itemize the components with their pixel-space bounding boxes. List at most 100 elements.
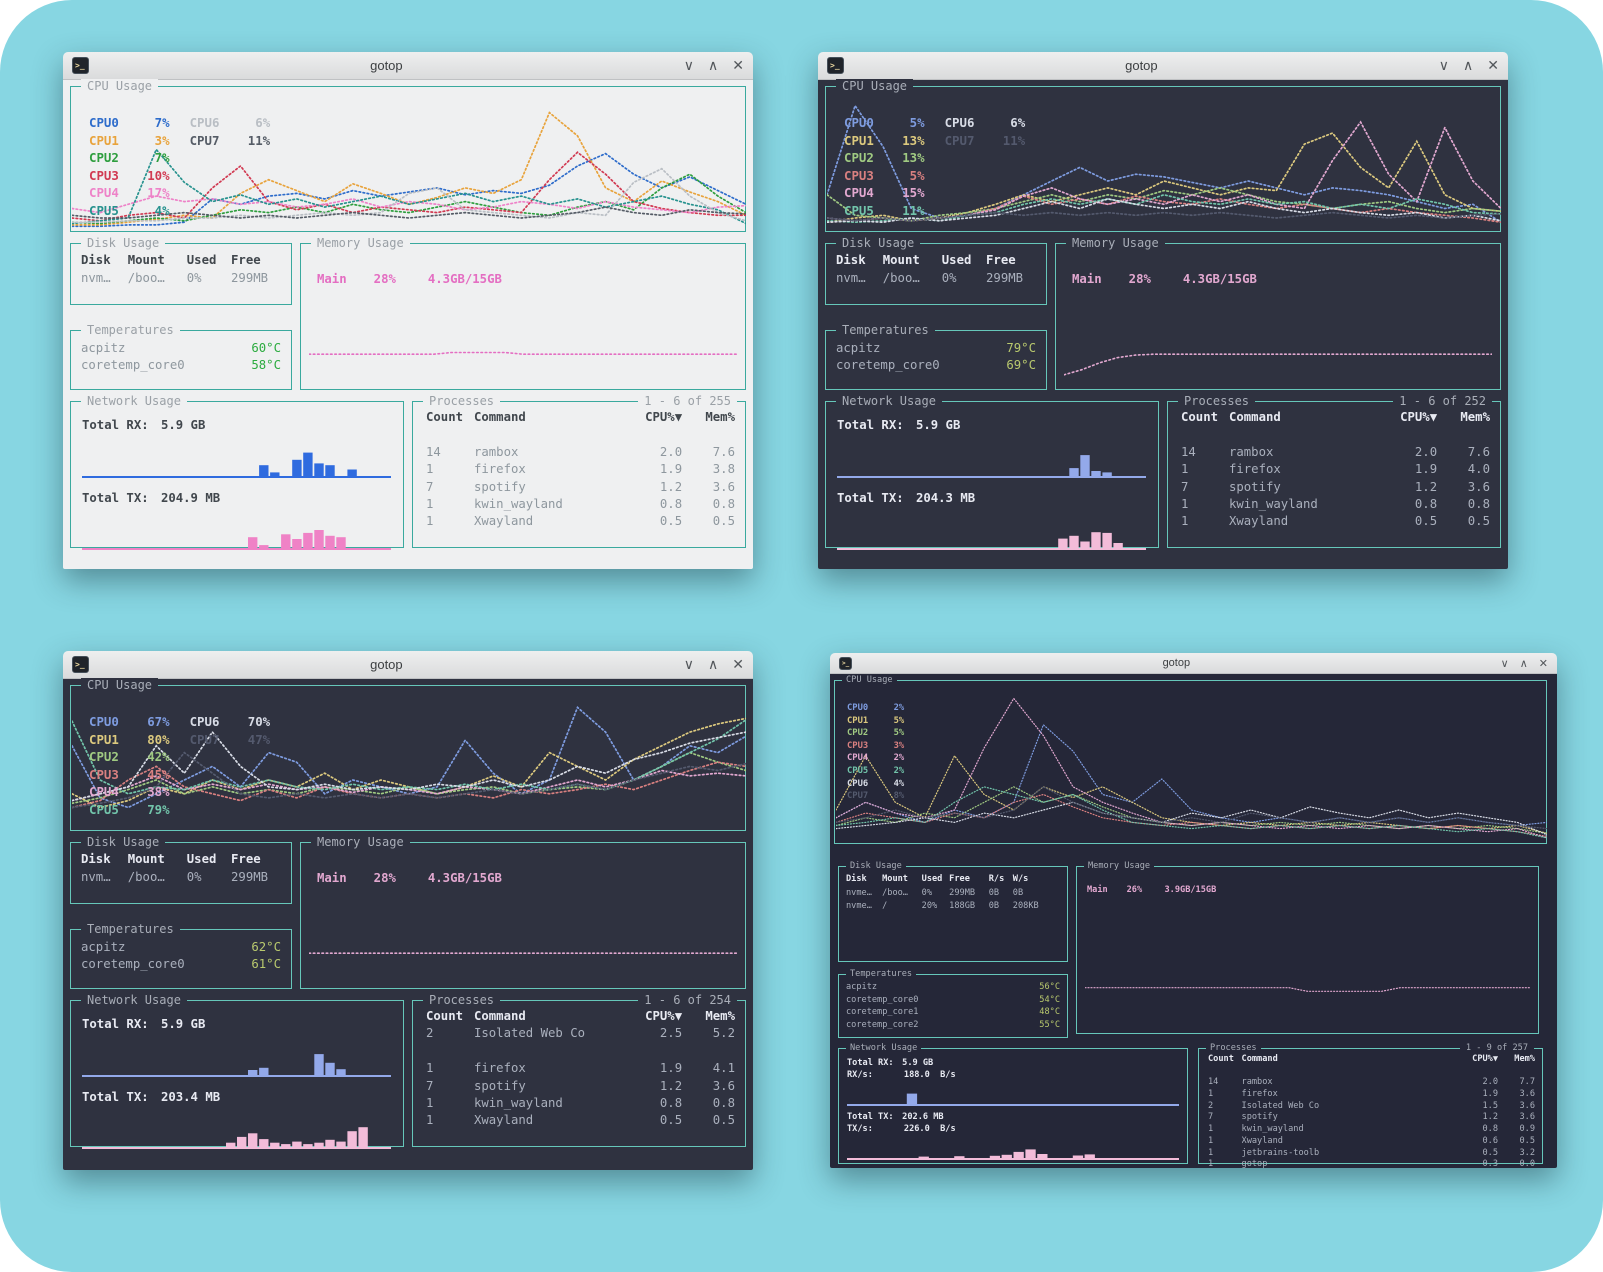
process-row[interactable]: 1 firefox 1.9 4.1 — [426, 1060, 735, 1077]
process-row[interactable]: 1 Xwayland 0.5 0.5 — [426, 1112, 735, 1129]
temperature-row: coretemp_core0 54°C — [846, 994, 1060, 1007]
disk-header-cell: Free — [231, 852, 261, 866]
cpu-legend-item: CPU3 3% — [847, 741, 904, 754]
network-rx-label: Total RX: — [837, 418, 904, 432]
titlebar[interactable]: >_ gotop ∨ ∧ ✕ — [818, 52, 1508, 80]
process-row[interactable]: 1 Xwayland 0.5 0.5 — [426, 513, 735, 530]
count-header: Count — [1208, 1054, 1234, 1064]
process-row[interactable]: 1 firefox 1.9 3.8 — [426, 461, 735, 478]
process-mem: 3.6 — [712, 479, 735, 494]
minimize-button[interactable]: ∨ — [683, 57, 695, 74]
network-tx-value: 204.9 MB — [160, 490, 221, 505]
process-row[interactable]: 1 Xwayland 0.5 0.5 — [1181, 513, 1490, 530]
process-row[interactable]: 1 kwin_wayland 0.8 0.9 — [1208, 1124, 1535, 1136]
cpu-name: CPU1 — [89, 731, 119, 747]
maximize-button[interactable]: ∧ — [708, 57, 719, 74]
titlebar[interactable]: >_ gotop ∨ ∧ ✕ — [830, 653, 1557, 674]
close-button[interactable]: ✕ — [1487, 57, 1499, 74]
minimize-button[interactable]: ∨ — [1438, 57, 1450, 74]
titlebar[interactable]: >_ gotop ∨ ∧ ✕ — [63, 651, 753, 679]
cpu-value: 3% — [154, 132, 170, 148]
process-row[interactable]: 2 Isolated Web Co 2.5 5.2 — [426, 1025, 735, 1042]
memory-detail: 4.3GB/15GB — [1182, 272, 1257, 286]
cpu-panel-title: CPU Usage — [81, 79, 159, 93]
cpu-legend-item: CPU4 38% — [89, 784, 170, 802]
process-row[interactable]: 7 spotify 1.2 3.6 — [426, 1078, 735, 1095]
minimize-button[interactable]: ∨ — [683, 656, 695, 673]
window-controls: ∨ ∧ ✕ — [684, 658, 744, 672]
cpu-legend-item: CPU6 4% — [847, 779, 904, 792]
maximize-button[interactable]: ∧ — [1463, 57, 1474, 74]
memory-main-row: Main 26% 3.9GB/15GB — [1087, 885, 1216, 895]
disk-cell: 0% — [921, 887, 933, 898]
disk-usage-panel: Disk Usage Disk Mount Used Free R/s W/s nvme… /… — [838, 861, 1068, 962]
cpu-value: 2% — [893, 703, 905, 713]
cpu-value: 10% — [147, 167, 170, 183]
cpu-legend-item: CPU5 2% — [847, 766, 904, 779]
process-row[interactable]: 1 firefox 1.9 4.0 — [1181, 461, 1490, 478]
process-row[interactable] — [426, 426, 735, 443]
process-row[interactable]: 7 spotify 1.2 3.6 — [426, 479, 735, 496]
process-row[interactable]: 1 kwin_wayland 0.8 0.8 — [426, 1095, 735, 1112]
cpu-name: CPU5 — [844, 202, 874, 218]
process-row[interactable] — [426, 1043, 735, 1060]
network-rx-rate: RX/s: 188.0 B/s — [847, 1069, 956, 1080]
process-row[interactable]: 14 rambox 2.0 7.7 — [1208, 1077, 1535, 1089]
cpu-usage-graph — [72, 705, 746, 809]
process-row[interactable]: 1 jetbrains-toolb 0.5 3.2 — [1208, 1148, 1535, 1160]
process-row[interactable]: 14 rambox 2.0 7.6 — [426, 444, 735, 461]
cpu-legend-item: CPU1 13% — [844, 133, 925, 151]
network-tx-total: Total TX: 203.4 MB — [82, 1089, 391, 1106]
process-command: Isolated Web Co — [1241, 1100, 1320, 1111]
close-button[interactable]: ✕ — [732, 57, 744, 74]
sensor-value: 54°C — [1039, 994, 1060, 1005]
process-cpu: 1.2 — [1482, 1112, 1499, 1123]
process-command: kwin_wayland — [1228, 496, 1318, 511]
process-row[interactable]: 1 kwin_wayland 0.8 0.8 — [426, 496, 735, 513]
process-row[interactable]: 1 Xwayland 0.6 0.5 — [1208, 1136, 1535, 1148]
cpu-header: CPU%▼ — [645, 1009, 683, 1023]
process-mem: 0.9 — [1519, 1124, 1535, 1135]
maximize-button[interactable]: ∧ — [1519, 656, 1528, 670]
sensor-value: 60°C — [251, 341, 281, 355]
close-button[interactable]: ✕ — [1538, 656, 1548, 670]
cpu-legend: CPU0 67% CPU1 80% CPU2 42% CPU3 45% CPU4 38% CPU5 7… — [89, 714, 270, 820]
close-button[interactable]: ✕ — [732, 656, 744, 673]
process-row[interactable]: 1 kwin_wayland 0.8 0.8 — [1181, 496, 1490, 513]
process-row[interactable]: 1 firefox 1.9 3.6 — [1208, 1089, 1535, 1101]
cpu-usage-panel: CPU Usage CPU0 7% CPU1 3% CPU2 7% CPU3 10% CPU4 1… — [70, 79, 746, 232]
process-header-row: Count Command CPU%▼ Mem% — [1181, 409, 1490, 426]
process-count: 1 — [426, 1095, 434, 1110]
process-row[interactable] — [1208, 1066, 1535, 1078]
process-row[interactable]: 7 spotify 1.2 3.6 — [1181, 479, 1490, 496]
gotop-window: >_ gotop ∨ ∧ ✕ CPU Usage CPU0 7% CPU1 3% CPU… — [63, 52, 753, 569]
network-rx-label: Total RX: — [82, 418, 149, 432]
process-count: 1 — [1208, 1147, 1214, 1158]
cpu-name: CPU3 — [89, 766, 119, 782]
process-command: spotify — [1241, 1112, 1278, 1123]
command-header: Command — [1241, 1054, 1278, 1064]
cpu-panel-title: CPU Usage — [842, 675, 897, 685]
maximize-button[interactable]: ∧ — [708, 656, 719, 673]
network-rx-total: Total RX: 5.9 GB — [837, 417, 1146, 434]
cpu-value: 5% — [909, 167, 925, 183]
process-row[interactable]: 1 gotop 0.3 0.0 — [1208, 1159, 1535, 1171]
network-rx-value: 5.9 GB — [160, 1017, 206, 1031]
process-row[interactable]: 7 spotify 1.2 3.6 — [1208, 1112, 1535, 1124]
sensor-value: 55°C — [1039, 1019, 1060, 1030]
process-row[interactable] — [1181, 426, 1490, 443]
process-row[interactable]: 14 rambox 2.0 7.6 — [1181, 444, 1490, 461]
network-rx-total: Total RX: 5.9 GB — [82, 417, 391, 434]
processes-range: 1 - 6 of 254 — [638, 993, 737, 1007]
process-mem: 3.6 — [1519, 1112, 1535, 1123]
process-row[interactable]: 2 Isolated Web Co 1.5 3.6 — [1208, 1101, 1535, 1113]
command-header: Command — [473, 1009, 526, 1023]
network-tx-total: Total TX: 204.3 MB — [837, 490, 1146, 507]
cpu-value: 67% — [147, 714, 170, 729]
titlebar[interactable]: >_ gotop ∨ ∧ ✕ — [63, 52, 753, 80]
sensor-value: 61°C — [251, 957, 281, 972]
disk-usage-panel: Disk Usage Disk Mount Used Free nvm… /boo… 0% 2… — [70, 236, 292, 305]
minimize-button[interactable]: ∨ — [1500, 656, 1509, 670]
cpu-value: 11% — [1002, 132, 1026, 148]
terminal-content: CPU Usage CPU0 7% CPU1 3% CPU2 7% CPU3 10% CPU4 1… — [63, 79, 753, 569]
